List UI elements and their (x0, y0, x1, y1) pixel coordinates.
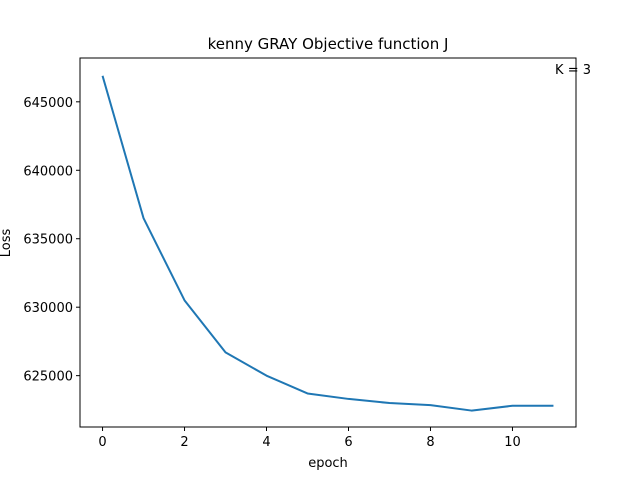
y-tick-label: 640000 (23, 164, 73, 179)
chart-title: kenny GRAY Objective function J (208, 35, 449, 53)
y-axis: 625000 630000 635000 640000 645000 (23, 96, 80, 385)
y-tick-label: 625000 (23, 370, 73, 385)
x-tick-label: 6 (344, 435, 352, 450)
series-line-0 (101, 75, 554, 412)
y-axis-label: Loss (0, 229, 14, 258)
y-tick-label: 630000 (23, 301, 73, 316)
y-tick-label: 635000 (23, 233, 73, 248)
x-axis-label: epoch (308, 456, 348, 471)
x-tick-label: 0 (98, 435, 106, 450)
x-tick-label: 10 (504, 435, 521, 450)
x-tick-label: 4 (262, 435, 270, 450)
x-tick-label: 2 (180, 435, 188, 450)
x-tick-label: 8 (426, 435, 434, 450)
k-annotation: K = 3 (555, 63, 591, 78)
plot-frame (79, 57, 577, 428)
plot-area (101, 75, 554, 412)
y-tick-label: 645000 (23, 96, 73, 111)
x-axis: 0 2 4 6 8 10 (98, 427, 521, 450)
